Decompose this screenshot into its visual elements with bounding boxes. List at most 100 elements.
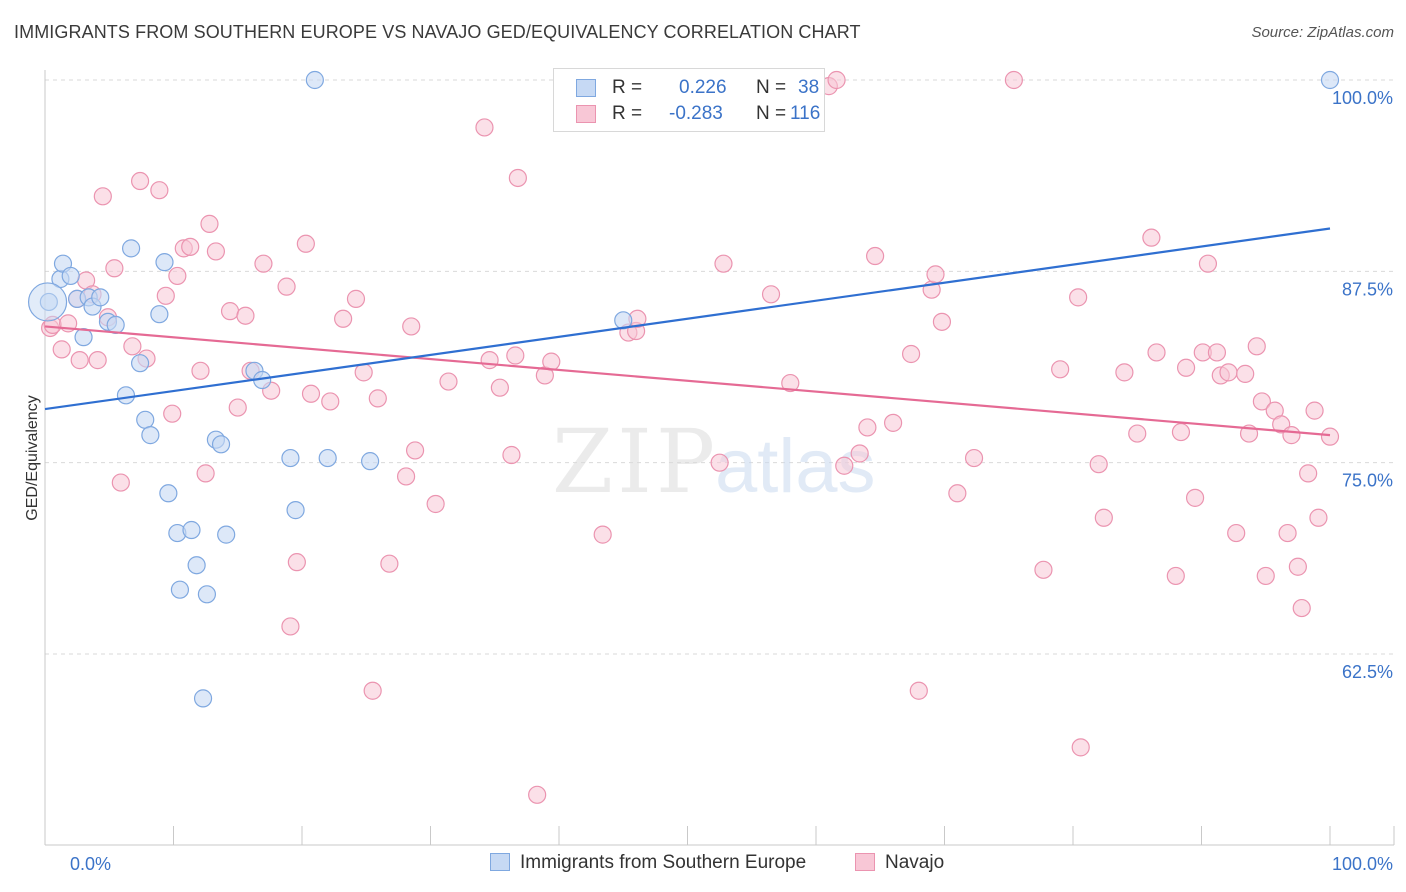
navajo-point [156, 286, 175, 305]
navajo-point [396, 467, 416, 486]
navajo-point [1288, 557, 1307, 576]
navajo-point [150, 181, 169, 200]
southern-europe-point [197, 585, 217, 604]
navajo-point [909, 681, 928, 700]
southern-europe-cluster-point [27, 282, 68, 322]
navajo-point [168, 266, 187, 286]
navajo-point [405, 441, 425, 460]
navajo-point [1004, 70, 1023, 90]
legend-item-navajo[interactable]: Navajo [855, 852, 944, 874]
pink-swatch [855, 853, 875, 871]
navajo-point [508, 168, 527, 188]
southern-europe-point [193, 689, 213, 708]
navajo-point [200, 214, 219, 233]
navajo-point [346, 289, 366, 308]
y-axis-label: GED/Equivalency [24, 395, 41, 520]
axes [44, 70, 1394, 846]
legend-item-southern-europe[interactable]: Immigrants from Southern Europe [490, 852, 806, 874]
legend-label: Immigrants from Southern Europe [520, 852, 807, 873]
navajo-point [901, 344, 921, 364]
y-tick-label: 62.5% [1342, 662, 1393, 682]
navajo-point [1115, 363, 1134, 382]
navajo-point [354, 363, 373, 382]
navajo-point [1176, 358, 1196, 377]
watermark-zip: ZIP [552, 410, 719, 513]
southern-europe-point [217, 525, 236, 544]
navajo-point [528, 785, 547, 804]
southern-europe-point [130, 354, 150, 373]
navajo-point [439, 372, 458, 391]
n-label: N = [756, 103, 787, 124]
navajo-point [781, 373, 800, 393]
southern-europe-point [159, 484, 178, 503]
correlation-legend: R = 0.226 N = 38 R = -0.283 N = 116 [553, 68, 825, 132]
navajo-point [593, 525, 612, 544]
southern-europe-point [150, 305, 169, 324]
navajo-point [1089, 455, 1108, 474]
navajo-point [1198, 254, 1218, 273]
legend-label: Navajo [885, 852, 945, 873]
navajo-point [380, 554, 399, 573]
pink-swatch [576, 105, 596, 123]
southern-europe-point [318, 448, 337, 468]
southern-europe-point [281, 448, 300, 468]
navajo-point [301, 384, 321, 403]
southern-europe-point [136, 410, 155, 429]
r-label: R = [612, 77, 643, 98]
navajo-point [926, 265, 945, 284]
navajo-point [1171, 422, 1191, 442]
x-tick-label-max: 100.0% [1332, 854, 1393, 874]
navajo-point [402, 317, 421, 336]
navajo-point [1305, 401, 1324, 420]
navajo-point [1282, 426, 1301, 445]
navajo-point [277, 277, 296, 296]
navajo-point [850, 444, 869, 463]
navajo-point [228, 398, 247, 417]
navajo-point [964, 448, 984, 468]
southern-europe-trend-line [44, 227, 1331, 411]
navajo-point [542, 352, 561, 371]
r-value: 0.226 [679, 77, 727, 98]
navajo-point [1147, 343, 1166, 362]
southern-europe-point [182, 520, 201, 540]
navajo-point [1034, 560, 1053, 579]
chart-title: IMMIGRANTS FROM SOUTHERN EUROPE VS NAVAJ… [14, 22, 861, 42]
southern-europe-point [91, 288, 110, 307]
trend-lines [44, 227, 1331, 437]
navajo-point [948, 484, 967, 503]
navajo-point [1252, 392, 1271, 411]
southern-europe-point [61, 266, 80, 286]
navajo-point [1236, 364, 1255, 383]
r-label: R = [612, 103, 643, 124]
y-tick-label: 75.0% [1342, 471, 1393, 491]
navajo-point [480, 351, 499, 370]
navajo-point [334, 309, 353, 328]
navajo-point [1069, 288, 1088, 307]
navajo-point [52, 340, 71, 359]
navajo-trend-line [44, 325, 1331, 437]
navajo-point [163, 404, 182, 423]
navajo-point [1094, 508, 1113, 527]
navajo-point [1247, 337, 1266, 356]
navajo-point [220, 302, 240, 321]
navajo-point [490, 378, 509, 397]
southern-europe-point [305, 70, 324, 90]
navajo-point [236, 306, 255, 325]
navajo-point [761, 285, 781, 304]
navajo-point [827, 70, 846, 90]
navajo-point [506, 346, 525, 365]
navajo-point [123, 337, 142, 356]
southern-europe-point [170, 580, 190, 599]
navajo-point [70, 351, 89, 370]
navajo-point [1185, 488, 1205, 507]
navajo-point [1142, 228, 1161, 247]
navajo-point [866, 246, 885, 266]
navajo-point [475, 118, 494, 137]
navajo-point [1256, 566, 1275, 586]
southern-europe-points [27, 70, 1340, 708]
navajo-point [111, 473, 130, 492]
navajo-point [321, 392, 340, 411]
navajo-point [296, 234, 315, 253]
navajo-point [181, 237, 200, 256]
navajo-point [105, 259, 124, 278]
